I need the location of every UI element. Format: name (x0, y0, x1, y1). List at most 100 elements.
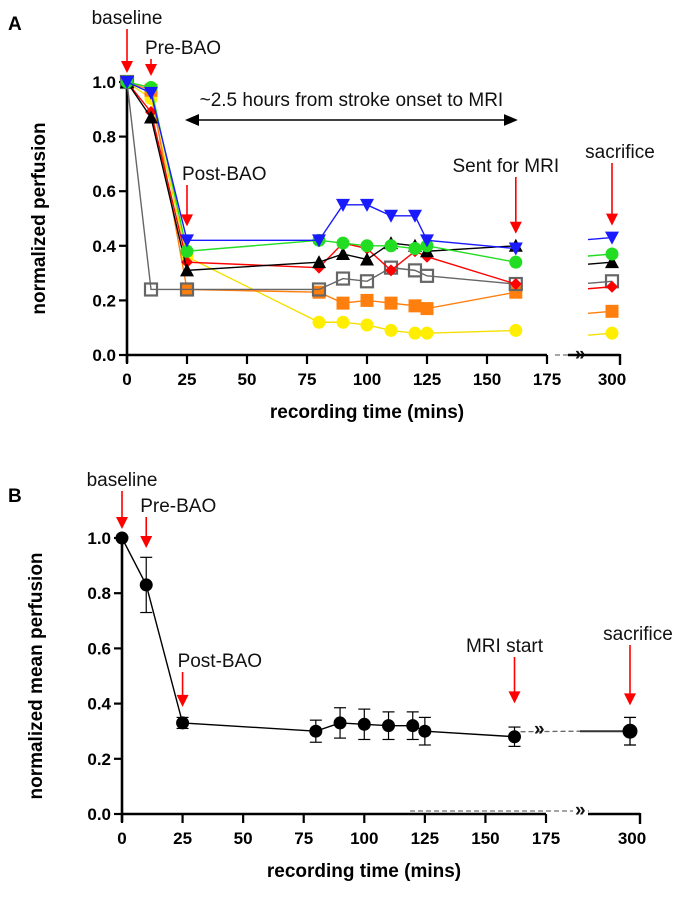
data-point (143, 282, 159, 297)
data-point (508, 242, 523, 256)
annotation-label: Sent for MRI (452, 156, 559, 177)
x-tick-label: 50 (234, 829, 253, 848)
data-point (311, 282, 327, 297)
data-point (606, 280, 618, 293)
x-tick-label: 25 (178, 370, 197, 389)
data-point (336, 246, 350, 260)
y-tick-label: 0.6 (92, 182, 116, 201)
data-point (312, 234, 326, 248)
y-tick-label: 1.0 (92, 73, 116, 92)
axis-break-symbol: » (575, 800, 586, 821)
annotation-label: Pre-BAO (145, 38, 221, 59)
series-stub (587, 280, 613, 284)
data-point (408, 209, 422, 223)
data-point (120, 76, 134, 89)
data-point (509, 255, 523, 269)
series-stub (587, 236, 613, 241)
data-point (385, 264, 397, 277)
x-tick-label-300: 300 (598, 370, 626, 389)
annotation-label: baseline (92, 8, 163, 29)
annotation-arrowhead (116, 517, 128, 529)
data-point (333, 716, 347, 730)
y-tick-label: 0.6 (87, 639, 111, 658)
panel-label: B (8, 486, 22, 507)
data-point (336, 198, 350, 212)
series-mean: » (115, 531, 638, 747)
annotation-arrowhead (145, 64, 157, 76)
series-line (121, 537, 515, 738)
x-tick-label: 25 (173, 829, 192, 848)
data-point (420, 326, 434, 340)
annotation-arrowhead (140, 536, 153, 548)
data-point (336, 315, 350, 329)
series-break-symbol: » (534, 719, 545, 740)
y-axis-title: normalized perfusion (29, 122, 50, 314)
data-point (420, 234, 434, 248)
data-point (509, 323, 523, 337)
data-point (420, 302, 434, 316)
data-point (179, 282, 195, 297)
y-tick-label: 1.0 (87, 529, 111, 548)
x-tick-label: 175 (533, 370, 561, 389)
x-tick-label: 75 (298, 370, 317, 389)
annotation-label: sacrifice (603, 624, 673, 645)
data-point (419, 268, 435, 283)
annotation-label: Post-BAO (178, 651, 262, 672)
data-point (384, 296, 398, 310)
data-point (180, 263, 194, 277)
data-point (605, 255, 619, 269)
x-tick-label-300: 300 (618, 829, 646, 848)
data-point (144, 110, 158, 124)
data-point (176, 716, 190, 730)
x-tick-label: 175 (532, 829, 560, 848)
data-point (384, 209, 398, 223)
panel-a: A0.00.20.40.60.81.00255075100125150175»3… (8, 8, 655, 423)
data-point (139, 578, 153, 592)
data-point (382, 719, 396, 733)
data-point (508, 730, 522, 744)
data-point (360, 239, 374, 253)
annotation-arrowhead (121, 61, 133, 73)
data-point (335, 271, 351, 286)
annotation-arrowhead (509, 221, 522, 234)
panel-b: B 0.0 0.2 0.4 0.6 0.8 1.0 0 25 50 75 100 125 150 175 » 3… (8, 470, 673, 882)
data-point (360, 318, 374, 332)
data-point (605, 304, 619, 318)
data-point (144, 86, 158, 100)
annotation-label: Post-BAO (182, 164, 266, 185)
data-point (309, 724, 323, 738)
data-point (384, 323, 398, 337)
x-axis-title: recording time (mins) (270, 402, 464, 423)
annotation-label: MRI start (466, 636, 544, 657)
y-tick-label: 0.4 (87, 695, 111, 714)
x-tick-label: 50 (238, 370, 257, 389)
annotation-arrowhead (508, 691, 521, 704)
data-point (312, 315, 326, 329)
annotation-label: sacrifice (585, 142, 655, 163)
x-tick-label: 75 (294, 829, 313, 848)
series-animal-blue (120, 76, 619, 256)
annotation-arrowhead (606, 213, 618, 226)
x-tick-label: 125 (413, 370, 441, 389)
duration-annotation: ~2.5 hours from stroke onset to MRI (200, 90, 504, 111)
data-point (336, 296, 350, 310)
x-tick-label: 0 (117, 829, 126, 848)
data-point (336, 236, 350, 250)
annotation-arrowhead (181, 214, 193, 227)
data-point (418, 724, 432, 738)
x-axis-title: recording time (mins) (267, 861, 461, 882)
y-tick-label: 0.0 (87, 805, 111, 824)
annotation-arrowhead (176, 694, 189, 707)
data-point (408, 242, 422, 256)
series-line (126, 81, 517, 285)
x-tick-label: 150 (473, 370, 501, 389)
data-point (359, 274, 375, 289)
data-point (384, 239, 398, 253)
series-stub (587, 261, 613, 265)
data-point (408, 326, 422, 340)
series-animal-orange (120, 75, 619, 318)
y-tick-label: 0.8 (92, 128, 116, 147)
series-break-dashes (520, 730, 581, 733)
data-point (605, 231, 619, 245)
y-tick-label: 0.2 (92, 291, 116, 310)
